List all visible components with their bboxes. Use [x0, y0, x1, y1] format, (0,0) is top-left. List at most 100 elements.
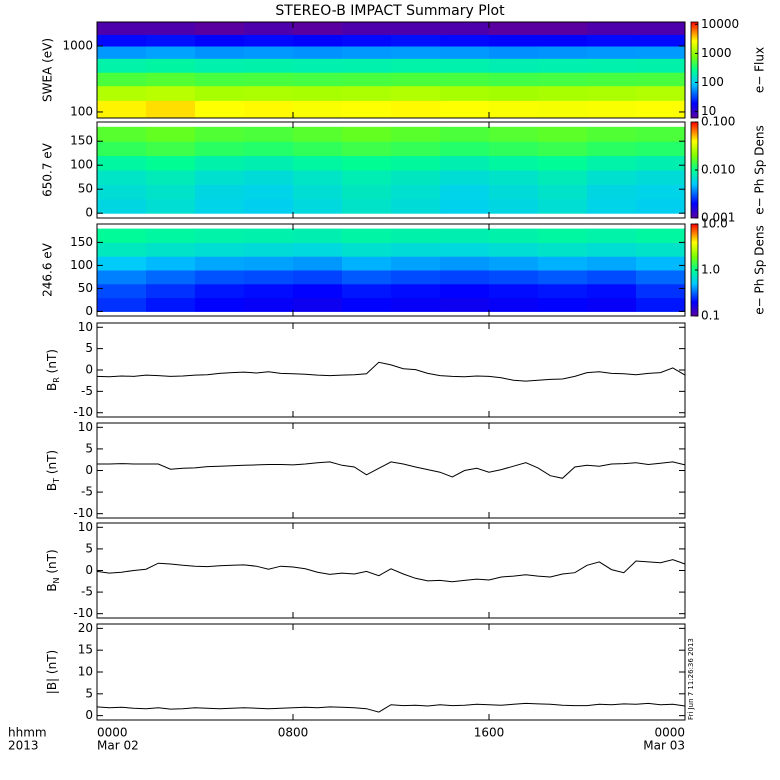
- spectrogram-cell: [342, 270, 392, 285]
- spectrogram-cell: [636, 141, 686, 157]
- spectrogram-cell: [342, 100, 392, 119]
- spectrogram-cell: [195, 155, 245, 171]
- spectrogram-cell: [342, 85, 392, 101]
- spectrogram-cell: [244, 242, 294, 257]
- timestamp: Fri Jun 7 11:26:36 2013: [687, 638, 695, 720]
- spectrogram-cell: [636, 297, 686, 312]
- spectrogram-cell: [587, 126, 637, 142]
- spectrogram-cell: [293, 58, 343, 73]
- spectrogram-cell: [244, 256, 294, 271]
- spectrogram-cell: [636, 170, 686, 185]
- spectrogram-cell: [293, 100, 343, 119]
- y-tick-label: 0: [85, 304, 93, 318]
- spectrogram-cell: [97, 22, 147, 35]
- spectrogram-cell: [538, 126, 588, 142]
- spectrogram-cell: [391, 242, 441, 257]
- spectrogram-cell: [342, 256, 392, 271]
- spectrogram-cell: [342, 22, 392, 35]
- spectrogram-cell: [440, 297, 490, 312]
- spectrogram-cell: [440, 270, 490, 285]
- spectrogram-cell: [538, 85, 588, 101]
- spectrogram-cell: [489, 283, 539, 299]
- spectrogram-cell: [538, 242, 588, 257]
- spectrogram-cell: [195, 34, 245, 47]
- y-tick-label: 10: [78, 665, 93, 679]
- spectrogram-cell: [440, 34, 490, 47]
- spectrogram-cell: [587, 72, 637, 87]
- spectrogram-cell: [440, 45, 490, 59]
- spectrogram-cell: [587, 184, 637, 200]
- colorbar-tick-label: 0.010: [701, 163, 735, 177]
- colorbar-tick-label: 10: [701, 104, 716, 118]
- spectrogram-cell: [440, 242, 490, 257]
- spectrogram-cell: [146, 297, 196, 312]
- spectrogram-cell: [636, 242, 686, 257]
- y-tick-label: 100: [70, 258, 93, 272]
- colorbar-tick-label: 100: [701, 75, 724, 89]
- spectrogram-cell: [195, 141, 245, 157]
- spectrogram-cell: [146, 126, 196, 142]
- spectrogram-cell: [587, 170, 637, 185]
- y-label-sub: T: [52, 478, 61, 484]
- y-tick-label: 10: [78, 320, 93, 334]
- y-label-main: |B|: [45, 678, 59, 694]
- spectrogram-cell: [489, 34, 539, 47]
- colorbar-tick-label: 1000: [701, 46, 732, 60]
- spectrogram-cell: [293, 242, 343, 257]
- colorbar-tick-label: 0.100: [701, 115, 735, 129]
- colorbar-tick-label: 1.0: [701, 263, 720, 277]
- y-tick-label: 20: [78, 621, 93, 635]
- spectrogram-cell: [489, 58, 539, 73]
- time-label: hhmm: [8, 726, 47, 740]
- spectrogram-cell: [293, 45, 343, 59]
- spectrogram-cell: [636, 184, 686, 200]
- spectrogram-cell: [195, 228, 245, 243]
- spectrogram-cell: [146, 170, 196, 185]
- spectrogram-cell: [195, 72, 245, 87]
- spectrogram-cell: [195, 170, 245, 185]
- spectrogram-cell: [538, 34, 588, 47]
- spectrogram-cell: [97, 297, 147, 312]
- spectrogram-cell: [97, 228, 147, 243]
- spectrogram-cell: [342, 72, 392, 87]
- spectrogram-cell: [97, 155, 147, 171]
- spectrogram-cell: [97, 184, 147, 200]
- spectrogram-cell: [587, 22, 637, 35]
- y-tick-label: 150: [70, 134, 93, 148]
- spectrogram-cell: [146, 198, 196, 214]
- y-tick-label: 0: [85, 563, 93, 577]
- y-tick-label: 5: [85, 341, 93, 355]
- spectrogram-cell: [293, 155, 343, 171]
- y-tick-label: 100: [70, 158, 93, 172]
- spectrogram-cell: [97, 141, 147, 157]
- spectrogram-cell: [538, 198, 588, 214]
- spectrogram-cell: [489, 126, 539, 142]
- y-label-unit: (nT): [45, 650, 59, 678]
- panel-frame: [96, 223, 686, 317]
- y-tick-label: 0: [85, 708, 93, 722]
- spectrogram-cell: [538, 256, 588, 271]
- spectrogram-cell: [293, 270, 343, 285]
- spectrogram-cell: [195, 256, 245, 271]
- spectrogram-cell: [636, 100, 686, 119]
- spectrogram-cell: [146, 72, 196, 87]
- spectrogram-cell: [342, 198, 392, 214]
- spectrogram-cell: [489, 22, 539, 35]
- spectrogram-cell: [146, 283, 196, 299]
- spectrogram-cell: [293, 283, 343, 299]
- spectrogram-cell: [587, 34, 637, 47]
- spectrogram-cell: [146, 45, 196, 59]
- y-label-unit: (nT): [45, 450, 59, 478]
- y-tick-label: -10: [73, 405, 93, 419]
- y-tick-label: -5: [81, 384, 93, 398]
- spectrogram-cell: [636, 228, 686, 243]
- spectrogram-cell: [146, 58, 196, 73]
- panel-frame: [96, 21, 686, 119]
- y-tick-label: 100: [70, 104, 93, 118]
- spectrogram-cell: [342, 126, 392, 142]
- spectrogram-cell: [293, 126, 343, 142]
- spectrogram-cell: [440, 155, 490, 171]
- spectrogram-cell: [97, 242, 147, 257]
- spectrogram-cell: [342, 184, 392, 200]
- year-label: 2013: [8, 739, 39, 753]
